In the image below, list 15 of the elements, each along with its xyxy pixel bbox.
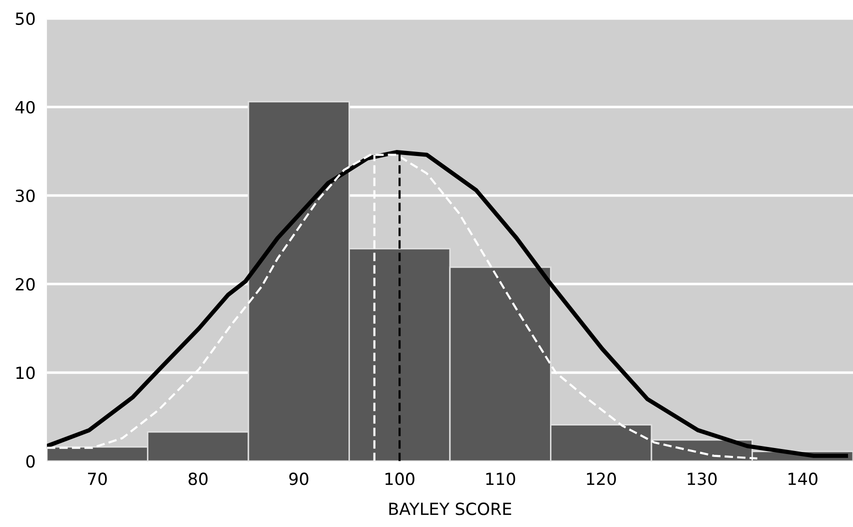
x-tick-label: 80 [188, 472, 208, 486]
x-tick-label: 90 [289, 472, 308, 486]
y-tick-label: 50 [16, 12, 35, 26]
x-tick-label: 100 [386, 472, 414, 486]
y-tick-label: 30 [16, 189, 35, 202]
y-tick-label: 0 [26, 455, 35, 468]
x-tick-label: 130 [688, 472, 717, 486]
y-tick-label: 40 [15, 100, 35, 114]
x-tick-label: 140 [788, 472, 818, 486]
x-tick-label: 120 [587, 472, 616, 486]
y-tick-label: 10 [16, 366, 35, 380]
x-axis-title: BAYLEY SCORE [389, 502, 512, 516]
y-tick-label: 20 [16, 278, 35, 291]
x-tick-label: 70 [88, 472, 107, 486]
x-tick-label: 110 [486, 472, 516, 486]
